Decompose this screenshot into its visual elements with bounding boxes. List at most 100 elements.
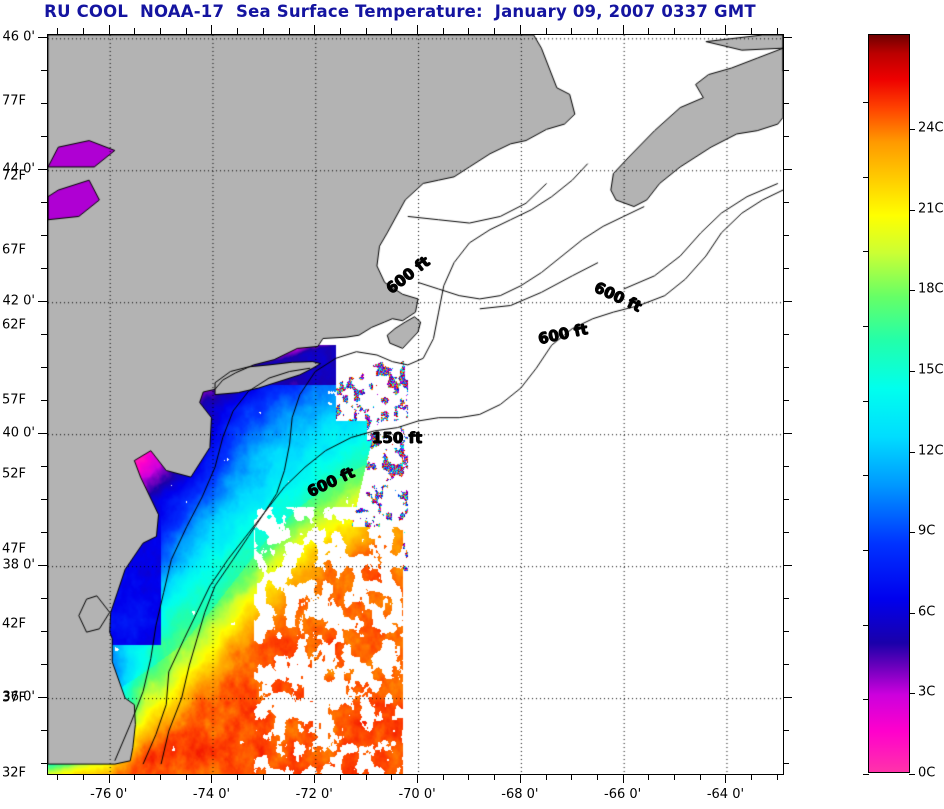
colorbar-label-fahrenheit: 77F [1, 93, 26, 109]
colorbar-tick-f [863, 475, 869, 477]
y-axis-label: 44 0' [2, 161, 35, 177]
y-tick-right [783, 301, 792, 303]
y-tick-right [783, 334, 789, 336]
y-tick-right [783, 598, 789, 600]
colorbar-label-fahrenheit: 37F [1, 690, 26, 706]
x-tick [468, 774, 470, 780]
colorbar-label-celsius: 15C [918, 362, 944, 378]
x-tick [211, 774, 213, 783]
colorbar-label-fahrenheit: 67F [1, 242, 26, 258]
x-tick [494, 774, 496, 780]
y-tick-right [783, 664, 789, 666]
sst-map[interactable]: 600 ft 600 ft 600 ft 150 ft 600 ft [47, 34, 784, 775]
x-tick [776, 774, 778, 780]
x-tick-top [442, 28, 444, 34]
colorbar-tick-c [909, 532, 915, 534]
x-tick [596, 774, 598, 780]
colorbar-tick-f [863, 400, 869, 402]
y-tick-right [783, 367, 789, 369]
x-tick-top [391, 28, 393, 34]
x-tick-top [596, 28, 598, 34]
y-tick [41, 631, 47, 633]
x-tick-top [108, 25, 110, 34]
x-tick [108, 774, 110, 783]
colorbar-label-celsius: 3C [918, 684, 936, 700]
y-tick [41, 202, 47, 204]
y-tick [38, 37, 47, 39]
x-tick [725, 774, 727, 783]
y-tick [41, 664, 47, 666]
x-tick [674, 774, 676, 780]
y-tick-right [783, 631, 789, 633]
x-tick [699, 774, 701, 780]
x-tick-top [776, 28, 778, 34]
y-tick [38, 565, 47, 567]
x-tick [314, 774, 316, 783]
x-tick-top [751, 28, 753, 34]
colorbar-tick-f [863, 251, 869, 253]
x-tick-top [262, 28, 264, 34]
y-tick [41, 532, 47, 534]
y-tick [41, 400, 47, 402]
x-tick [160, 774, 162, 780]
y-tick-right [783, 499, 789, 501]
y-tick-right [783, 169, 792, 171]
x-tick-top [57, 28, 59, 34]
y-tick [41, 268, 47, 270]
colorbar-tick-f [863, 550, 869, 552]
y-tick-right [783, 466, 789, 468]
x-axis-label: -76 0' [90, 787, 128, 802]
colorbar-label-fahrenheit: 72F [1, 168, 26, 184]
y-tick [38, 433, 47, 435]
x-tick-top [699, 28, 701, 34]
x-axis-label: -66 0' [604, 787, 642, 802]
colorbar-tick-f [863, 326, 869, 328]
x-tick [57, 774, 59, 780]
colorbar-label-celsius: 12C [918, 443, 944, 459]
y-tick [41, 136, 47, 138]
y-tick-right [783, 202, 789, 204]
x-tick-top [622, 25, 624, 34]
y-tick-right [783, 763, 789, 765]
y-axis-label: 46 0' [2, 29, 35, 45]
colorbar-label-fahrenheit: 42F [1, 616, 26, 632]
x-tick-top [571, 28, 573, 34]
x-tick-top [211, 25, 213, 34]
y-tick [38, 697, 47, 699]
x-tick-top [237, 28, 239, 34]
y-tick [41, 70, 47, 72]
x-tick-top [725, 25, 727, 34]
x-tick-top [417, 25, 419, 34]
x-tick-top [519, 25, 521, 34]
y-tick-right [783, 433, 792, 435]
y-tick-right [783, 37, 792, 39]
x-axis-label: -74 0' [192, 787, 231, 802]
colorbar-tick-f [863, 624, 869, 626]
x-tick [365, 774, 367, 780]
colorbar-label-celsius: 0C [918, 765, 936, 781]
x-tick [82, 774, 84, 780]
x-tick-top [468, 28, 470, 34]
x-tick-top [288, 28, 290, 34]
y-tick [38, 169, 47, 171]
y-tick-right [783, 697, 792, 699]
page-title: RU COOL NOAA-17 Sea Surface Temperature:… [44, 2, 756, 21]
colorbar-tick-f [863, 176, 869, 178]
colorbar-tick-c [909, 209, 915, 211]
y-tick-right [783, 103, 789, 105]
colorbar-tick-c [909, 290, 915, 292]
x-tick [288, 774, 290, 780]
colorbar-tick-c [909, 612, 915, 614]
colorbar-label-fahrenheit: 52F [1, 466, 26, 482]
x-tick [339, 774, 341, 780]
temperature-colorbar[interactable] [863, 34, 915, 775]
colorbar-tick-c [909, 774, 915, 775]
x-tick [571, 774, 573, 780]
y-axis-label: 36 0' [2, 689, 35, 705]
colorbar-label-fahrenheit: 62F [1, 317, 26, 333]
x-tick [545, 774, 547, 780]
colorbar-tick-f [863, 102, 869, 104]
x-tick-top [134, 28, 136, 34]
colorbar-tick-c [909, 129, 915, 131]
x-tick-top [185, 28, 187, 34]
